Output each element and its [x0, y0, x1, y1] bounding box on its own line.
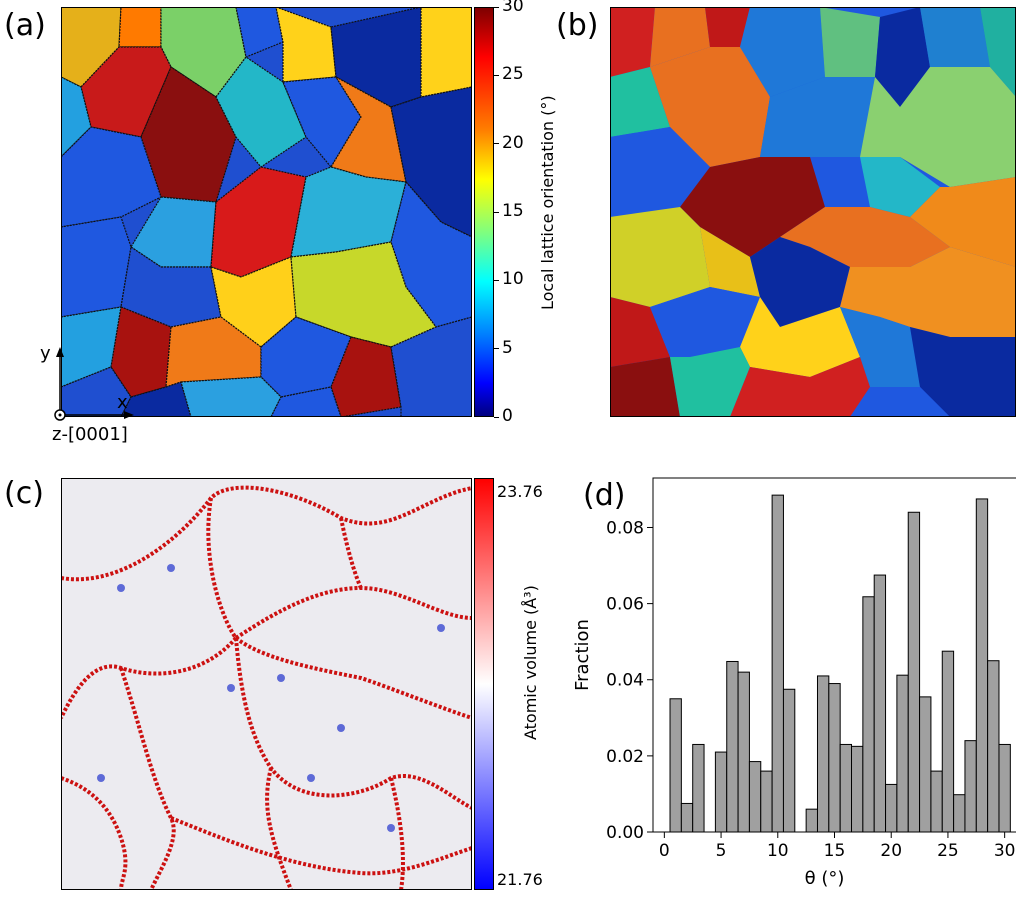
colorbar-a-tick-label: 5: [502, 337, 513, 358]
histogram-bar: [930, 770, 943, 833]
colorbar-a-title: Local lattice orientation (°): [538, 95, 557, 310]
x-tick-label: 5: [716, 841, 727, 861]
histogram-bar: [987, 660, 1000, 833]
colorbar-a-tick-label: 20: [502, 132, 524, 153]
histogram-bar: [873, 574, 887, 833]
histogram-bar: [839, 743, 853, 833]
panel-label-b: (b): [556, 8, 599, 43]
colorbar-a-tick-label: 15: [502, 201, 524, 221]
histogram-bar: [907, 511, 921, 833]
histogram-bar: [964, 740, 977, 833]
colorbar-a-tick-label: 10: [502, 269, 524, 290]
colorbar-a-tick-mark: [494, 143, 499, 145]
histogram-bar: [748, 761, 762, 833]
histogram-bar: [782, 688, 796, 833]
histogram-bar: [941, 650, 955, 833]
histogram-bar: [975, 498, 989, 833]
histogram-bar: [737, 671, 750, 833]
histogram-d: 0 5 10 15 20 25 30 0.00 0.02 0.04 0.06 0.08 θ (°) F…: [572, 477, 1016, 889]
histogram-bar: [998, 743, 1011, 833]
colorbar-a-tick-label: 25: [502, 64, 524, 85]
colorbar-c-max: 23.76: [497, 482, 543, 501]
colorbar-c-min: 21.76: [497, 870, 543, 889]
y-tick-label: 0.04: [606, 671, 644, 691]
panel-label-d: (d): [583, 478, 626, 513]
histogram-bar: [816, 675, 830, 833]
colorbar-a-tick-mark: [494, 6, 499, 8]
histogram-bar: [726, 660, 739, 833]
histogram-bar: [692, 743, 705, 833]
histogram-bars: [669, 494, 1011, 833]
histogram-ylabel: Fraction: [572, 619, 593, 691]
histogram-xlabel: θ (°): [805, 868, 845, 889]
histogram-bar: [680, 802, 694, 833]
histogram-bar: [669, 698, 682, 833]
colorbar-a-tick-mark: [494, 348, 499, 350]
histogram-axes: 0 5 10 15 20 25 30 0.00 0.02 0.04 0.06 0.08: [606, 477, 1016, 861]
histogram-bar: [851, 745, 864, 833]
histogram-bar: [885, 783, 898, 833]
histogram-bar: [805, 808, 818, 833]
histogram-bar: [896, 674, 909, 833]
colorbar-a-tick-label: 0: [502, 406, 513, 426]
x-tick-label: 30: [994, 841, 1016, 861]
histogram-bar: [828, 683, 841, 833]
x-tick-label: 15: [824, 841, 846, 861]
x-tick-label: 25: [937, 841, 959, 861]
colorbar-a-tick-mark: [494, 211, 499, 213]
colorbar-c-title: Atomic volume (Å³): [521, 585, 540, 740]
axis-x-label: x: [117, 392, 128, 413]
histogram-bar: [919, 696, 932, 833]
y-tick-label: 0.06: [606, 595, 644, 615]
colorbar-a-tick-mark: [494, 74, 499, 76]
histogram-bar: [771, 494, 784, 833]
axis-indicator: [54, 347, 134, 421]
axis-z-label: z-[0001]: [52, 424, 128, 445]
x-tick-label: 20: [880, 841, 902, 861]
histogram-bar: [953, 794, 966, 833]
axis-y-label: y: [40, 343, 51, 364]
panel-label-a: (a): [4, 8, 46, 43]
panel-label-c: (c): [4, 476, 44, 511]
colorbar-a-tick-mark: [494, 279, 499, 281]
x-tick-label: 0: [659, 841, 670, 861]
colorbar-a: [474, 7, 494, 417]
histogram-bar: [760, 770, 773, 833]
y-tick-label: 0.02: [606, 747, 644, 767]
histogram-bar: [862, 596, 875, 833]
y-tick-label: 0.00: [606, 823, 644, 843]
y-tick-label: 0.08: [606, 518, 644, 538]
grain-orientation-map-a: [61, 7, 472, 417]
x-tick-label: 10: [767, 841, 789, 861]
colorbar-a-tick-label: 30: [502, 0, 524, 16]
colorbar-a-tick-mark: [494, 416, 499, 418]
grain-map-b: [610, 7, 1016, 417]
histogram-bar: [714, 751, 728, 833]
colorbar-c: [474, 478, 494, 890]
atomic-volume-map-c: [61, 478, 472, 890]
